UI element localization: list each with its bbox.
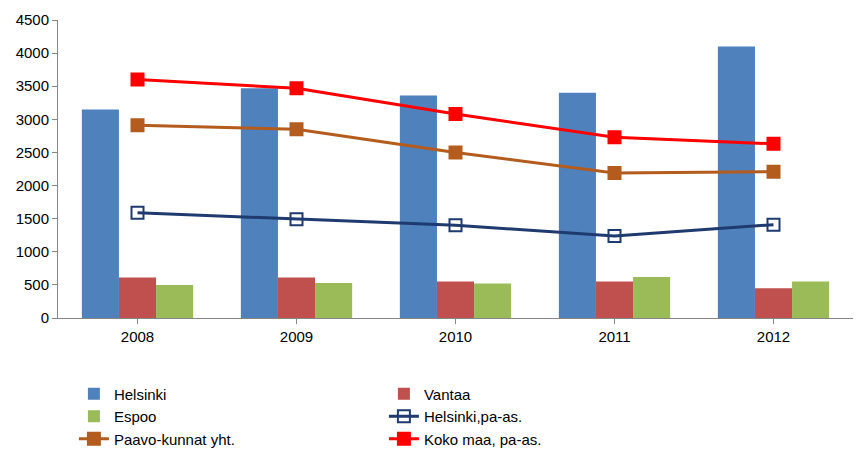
- svg-text:Koko maa, pa-as.: Koko maa, pa-as.: [424, 431, 542, 448]
- svg-text:2008: 2008: [121, 328, 154, 345]
- svg-text:2009: 2009: [280, 328, 313, 345]
- svg-text:2000: 2000: [16, 177, 49, 194]
- svg-text:1000: 1000: [16, 243, 49, 260]
- svg-text:2012: 2012: [757, 328, 790, 345]
- svg-text:2500: 2500: [16, 144, 49, 161]
- svg-text:1500: 1500: [16, 210, 49, 227]
- svg-text:500: 500: [24, 276, 49, 293]
- svg-text:2010: 2010: [439, 328, 472, 345]
- svg-text:Helsinki,pa-as.: Helsinki,pa-as.: [424, 408, 522, 425]
- svg-text:Vantaa: Vantaa: [424, 386, 471, 403]
- svg-text:2011: 2011: [598, 328, 630, 345]
- svg-text:Paavo-kunnat yht.: Paavo-kunnat yht.: [114, 431, 235, 448]
- svg-text:3000: 3000: [16, 111, 49, 128]
- svg-text:Espoo: Espoo: [114, 408, 157, 425]
- svg-text:4500: 4500: [16, 11, 49, 28]
- svg-text:3500: 3500: [16, 77, 49, 94]
- svg-text:Helsinki: Helsinki: [114, 386, 167, 403]
- svg-text:4000: 4000: [16, 44, 49, 61]
- svg-text:0: 0: [41, 309, 49, 326]
